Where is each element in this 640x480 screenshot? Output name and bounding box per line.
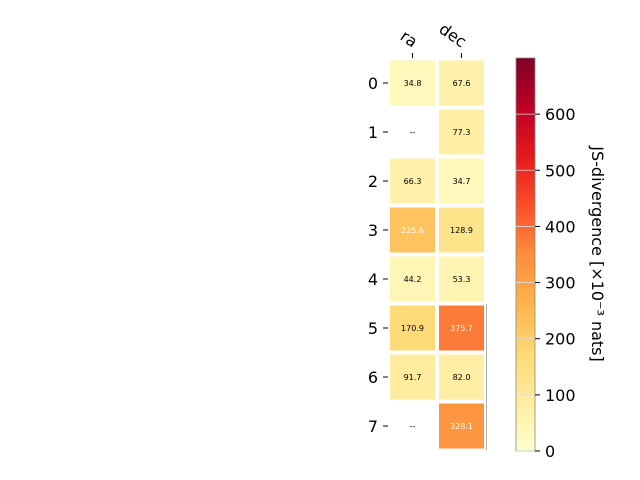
cell-value-label: 34.7 [453, 177, 471, 186]
heatmap-cell [390, 60, 435, 106]
cell-value-label: 53.3 [453, 275, 471, 284]
cell-value-label: -- [410, 128, 416, 137]
heatmap-cell [390, 158, 435, 204]
heatmap-cell [390, 256, 435, 302]
cell-value-label: 225.6 [401, 226, 424, 235]
cell-value-label: 328.1 [450, 422, 473, 431]
cell-value-label: 67.6 [453, 79, 471, 88]
row-labels: 0 1 2 3 4 5 6 7 [368, 74, 388, 436]
heatmap-cell [390, 354, 435, 400]
colorbar: 0 100 200 300 400 500 600 JS-divergence [×10⁻³… [515, 57, 607, 461]
column-labels: ra dec [397, 19, 470, 58]
colorbar-tick-label: 200 [545, 330, 576, 349]
heatmap-cell [439, 158, 484, 204]
row-label: 3 [368, 221, 378, 240]
row-label: 0 [368, 74, 378, 93]
cell-value-label: -- [410, 422, 416, 431]
colorbar-tick-label: 300 [545, 274, 576, 293]
heatmap-cell [439, 60, 484, 106]
cell-value-label: 91.7 [404, 373, 422, 382]
row-label: 4 [368, 270, 378, 289]
heatmap-cell [439, 207, 484, 253]
column-label: ra [397, 26, 421, 51]
colorbar-tick-label: 100 [545, 386, 576, 405]
heatmap-cell [439, 256, 484, 302]
heatmap-cells: 34.8 67.6 -- 77.3 66.3 34.7 225.6 128.9 44.2 53.3… [390, 60, 484, 449]
cell-value-label: 82.0 [453, 373, 471, 382]
cell-value-label: 34.8 [404, 79, 422, 88]
cell-value-label: 170.9 [401, 324, 424, 333]
heatmap-cell [439, 109, 484, 155]
row-label: 5 [368, 319, 378, 338]
colorbar-gradient [515, 57, 536, 452]
colorbar-tick-label: 600 [545, 105, 576, 124]
colorbar-label: JS-divergence [×10⁻³ nats] [588, 145, 607, 361]
row-label: 7 [368, 417, 378, 436]
cell-value-label: 77.3 [453, 128, 471, 137]
heatmap-cell [390, 207, 435, 253]
heatmap-cell [439, 354, 484, 400]
heatmap-cell [439, 305, 484, 351]
row-label: 2 [368, 172, 378, 191]
heatmap-cell [439, 403, 484, 449]
row-label: 1 [368, 123, 378, 142]
colorbar-tick-label: 500 [545, 161, 576, 180]
colorbar-tick-label: 0 [545, 442, 555, 461]
cell-value-label: 375.7 [450, 324, 473, 333]
colorbar-ticks: 0 100 200 300 400 500 600 [516, 105, 576, 461]
column-label: dec [436, 19, 470, 51]
cell-value-label: 128.9 [450, 226, 473, 235]
row-label: 6 [368, 368, 378, 387]
cell-value-label: 44.2 [404, 275, 422, 284]
cell-value-label: 66.3 [404, 177, 422, 186]
colorbar-tick-label: 400 [545, 217, 576, 236]
heatmap-cell [390, 305, 435, 351]
